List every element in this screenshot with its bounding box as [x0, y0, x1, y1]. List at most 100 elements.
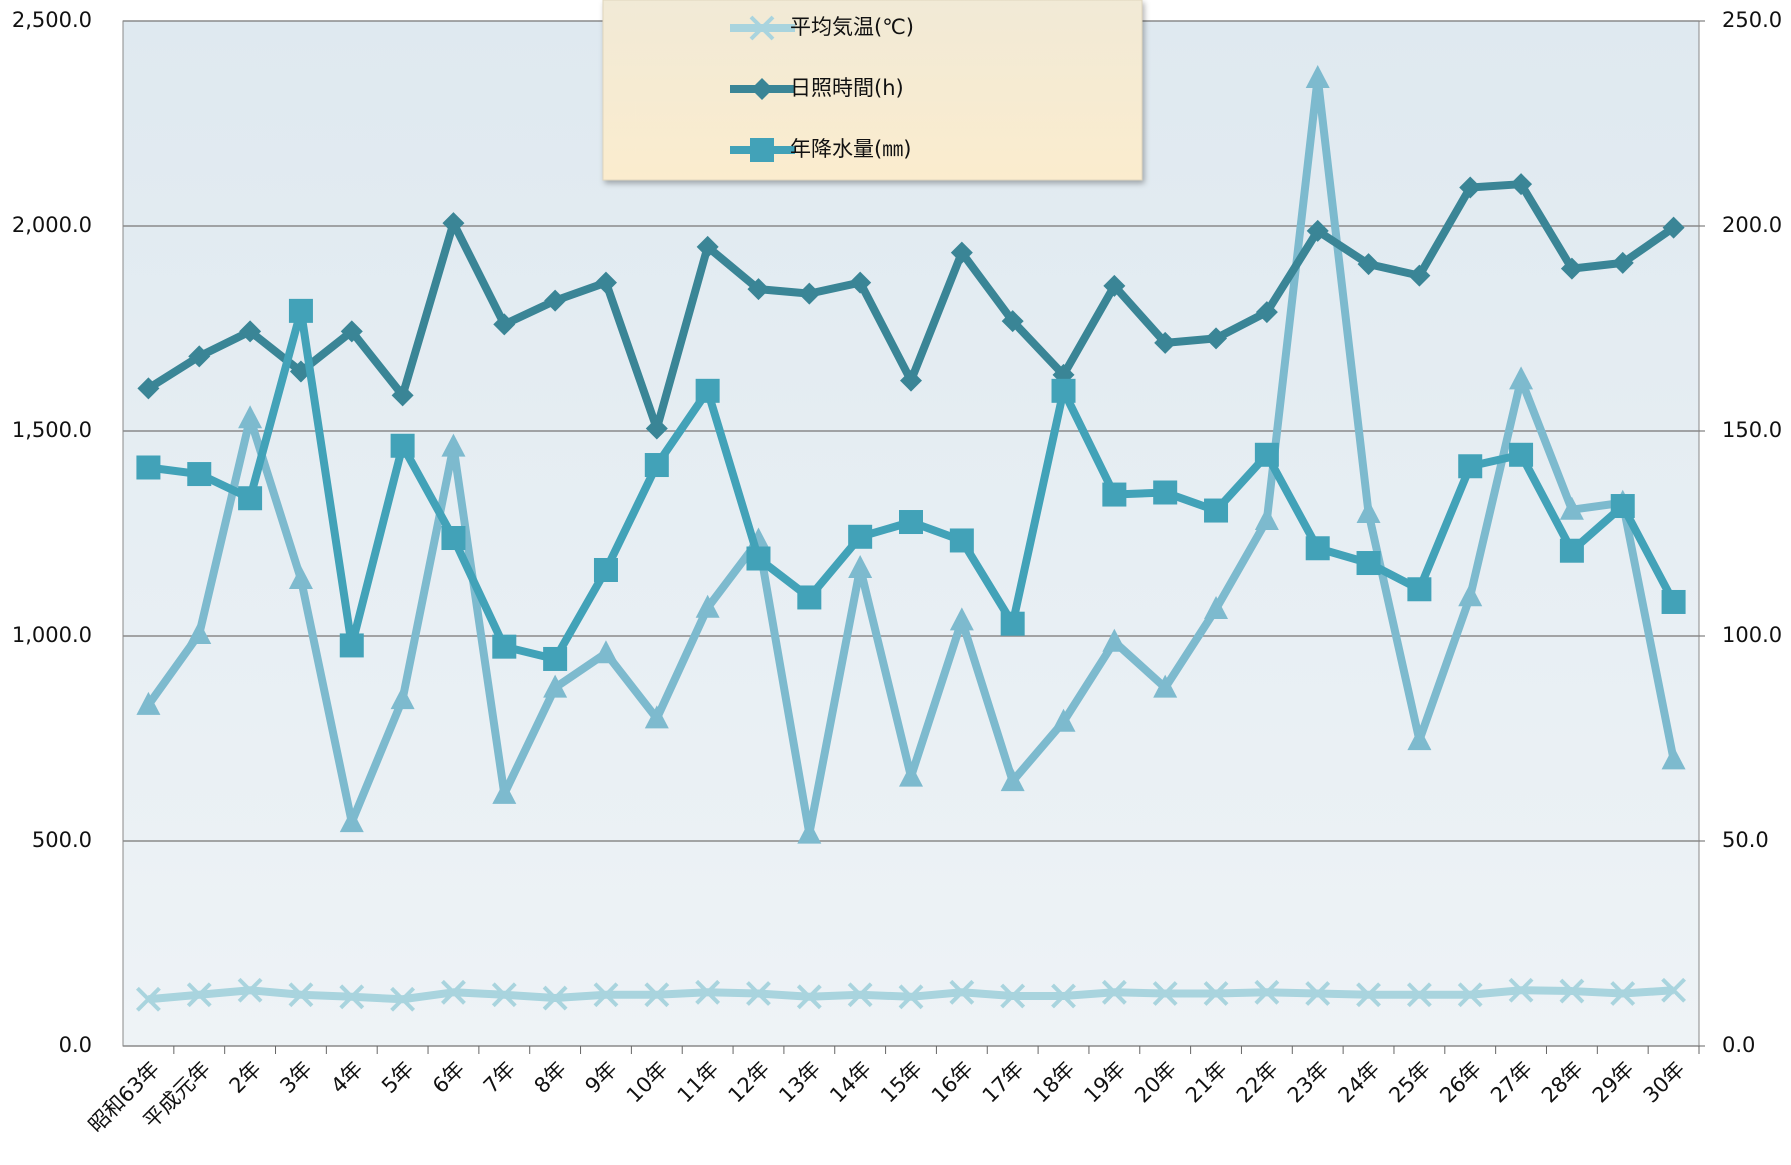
marker	[188, 345, 211, 368]
marker-stroke	[1000, 983, 1026, 1009]
marker-stroke	[1101, 979, 1127, 1005]
x-tick-label: 11年	[673, 1057, 724, 1108]
marker-stroke	[1203, 981, 1229, 1006]
marker	[1458, 454, 1483, 479]
marker	[1457, 982, 1483, 1008]
marker	[644, 705, 669, 729]
marker	[747, 278, 770, 301]
x-tick-label: 15年	[876, 1057, 927, 1108]
marker	[1559, 538, 1584, 563]
marker	[1153, 674, 1178, 698]
x-tick-label: 5年	[377, 1057, 418, 1098]
marker	[1102, 482, 1127, 507]
marker-stroke	[695, 979, 721, 1005]
marker	[1205, 327, 1228, 350]
marker	[339, 809, 364, 833]
marker	[750, 138, 774, 162]
marker	[441, 433, 466, 457]
marker-stroke	[644, 982, 670, 1008]
marker	[1254, 979, 1280, 1005]
marker	[237, 977, 263, 1003]
marker	[695, 979, 721, 1005]
marker-stroke	[1508, 977, 1534, 1003]
legend-label: 年降水量(㎜)	[790, 137, 911, 161]
x-tick-label: 13年	[774, 1057, 825, 1108]
marker	[441, 979, 466, 1005]
marker	[797, 585, 822, 610]
x-tick-label: 17年	[978, 1057, 1029, 1108]
x-tick-label: 26年	[1435, 1057, 1486, 1108]
marker	[645, 417, 668, 440]
x-tick-label: 28年	[1537, 1057, 1588, 1108]
marker	[1203, 981, 1229, 1006]
marker	[136, 986, 161, 1012]
marker	[239, 320, 262, 343]
marker	[1610, 494, 1635, 519]
marker-stroke	[288, 982, 314, 1008]
x-tick-label: 22年	[1232, 1057, 1283, 1108]
y-tick-label: 1,500.0	[12, 418, 92, 442]
marker	[1204, 595, 1229, 619]
y-tick-label: 2,000.0	[12, 213, 92, 237]
x-tick-label: 21年	[1181, 1057, 1232, 1108]
marker-stroke	[1406, 982, 1432, 1008]
marker	[1357, 253, 1380, 276]
marker	[493, 313, 516, 336]
marker	[1510, 173, 1533, 196]
marker	[797, 820, 822, 844]
marker-stroke	[491, 982, 517, 1008]
x-tick-label: 4年	[326, 1057, 367, 1098]
marker-stroke	[1305, 981, 1331, 1006]
marker-stroke	[1457, 982, 1483, 1008]
marker	[848, 524, 873, 549]
marker	[898, 984, 924, 1010]
marker	[1508, 977, 1534, 1003]
marker	[1204, 498, 1229, 523]
y2-tick-label: 200.0	[1722, 213, 1782, 237]
marker	[1356, 982, 1381, 1008]
marker	[1560, 257, 1583, 280]
x-tick-label: 27年	[1486, 1057, 1537, 1108]
marker	[594, 271, 617, 294]
marker-stroke	[593, 982, 619, 1008]
marker	[1154, 331, 1177, 354]
marker	[390, 986, 416, 1012]
x-tick-label: 19年	[1079, 1057, 1130, 1108]
marker	[1000, 983, 1026, 1009]
marker	[391, 384, 414, 407]
marker	[1458, 583, 1483, 607]
marker	[136, 691, 161, 715]
y2-tick-label: 250.0	[1722, 8, 1782, 32]
marker	[900, 369, 922, 392]
marker	[1051, 983, 1076, 1009]
y2-tick-label: 50.0	[1722, 828, 1769, 852]
marker	[1509, 366, 1534, 390]
y-tick-label: 0.0	[59, 1033, 92, 1057]
marker	[1102, 628, 1127, 652]
marker	[288, 566, 313, 590]
x-tick-label: 20年	[1130, 1057, 1181, 1108]
marker	[288, 982, 314, 1008]
marker-stroke	[237, 977, 263, 1003]
marker	[441, 526, 466, 551]
x-tick-label: 6年	[428, 1057, 469, 1098]
marker	[1000, 768, 1025, 792]
marker	[1509, 442, 1534, 467]
marker-stroke	[796, 984, 822, 1010]
y-tick-label: 2,500.0	[12, 8, 92, 32]
marker-stroke	[542, 985, 568, 1011]
marker	[695, 378, 720, 403]
marker	[288, 298, 313, 323]
marker	[593, 557, 618, 582]
marker	[1000, 611, 1025, 636]
x-tick-label: 9年	[580, 1057, 621, 1098]
marker	[1305, 536, 1330, 561]
marker-stroke	[339, 984, 365, 1010]
marker	[186, 982, 212, 1008]
x-tick-label: 2年	[225, 1057, 266, 1098]
marker	[1255, 301, 1278, 324]
marker	[442, 212, 465, 235]
marker	[1611, 251, 1634, 274]
marker	[1559, 496, 1584, 520]
marker-stroke	[949, 979, 975, 1005]
